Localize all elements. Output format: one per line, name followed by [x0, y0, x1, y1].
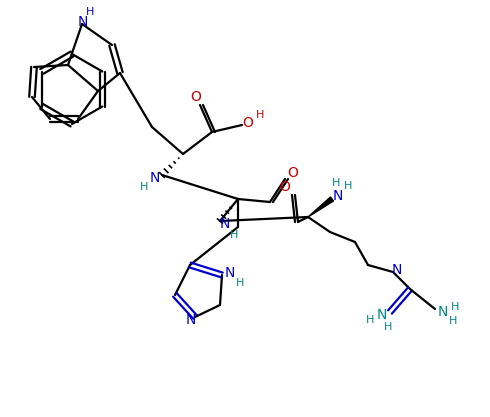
- Text: H: H: [256, 110, 264, 120]
- Text: H: H: [86, 7, 94, 17]
- Text: N: N: [392, 263, 402, 277]
- Text: H: H: [140, 182, 148, 192]
- Text: H: H: [451, 302, 459, 312]
- Text: N: N: [333, 189, 343, 203]
- Text: H: H: [236, 278, 244, 288]
- Text: H: H: [344, 181, 352, 191]
- Polygon shape: [308, 197, 334, 217]
- Text: H: H: [449, 316, 457, 326]
- Text: H: H: [384, 322, 392, 332]
- Text: N: N: [150, 171, 160, 185]
- Text: O: O: [191, 90, 201, 104]
- Text: O: O: [280, 180, 291, 194]
- Text: H: H: [230, 230, 238, 240]
- Text: H: H: [332, 178, 340, 188]
- Text: N: N: [78, 15, 88, 29]
- Text: N: N: [225, 266, 235, 280]
- Text: N: N: [377, 308, 387, 322]
- Text: N: N: [186, 313, 196, 327]
- Text: H: H: [366, 315, 374, 325]
- Text: N: N: [220, 217, 230, 231]
- Text: N: N: [438, 305, 448, 319]
- Text: O: O: [243, 116, 253, 130]
- Text: O: O: [288, 166, 298, 180]
